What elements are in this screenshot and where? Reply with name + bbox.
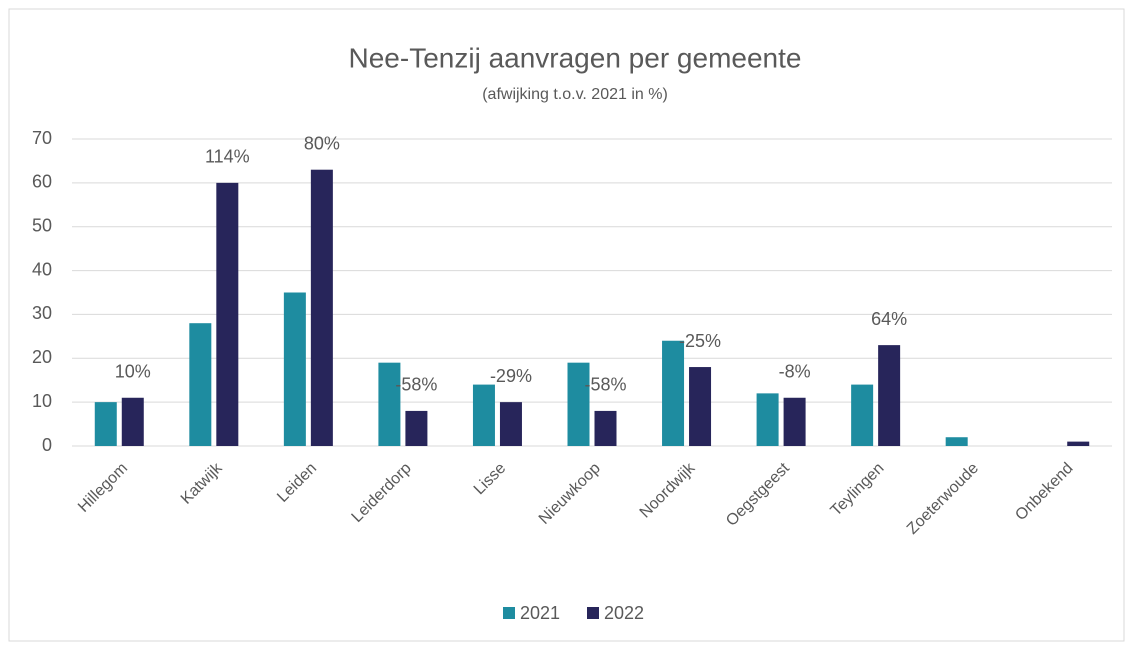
bar <box>594 410 617 446</box>
annotation: -25% <box>679 331 721 351</box>
y-tick-label: 40 <box>32 259 52 279</box>
y-tick-label: 50 <box>32 215 52 235</box>
bar <box>472 384 495 446</box>
annotation: -8% <box>779 362 811 382</box>
bar <box>121 397 144 446</box>
chart-subtitle: (afwijking t.o.v. 2021 in %) <box>482 86 668 103</box>
y-tick-label: 20 <box>32 347 52 367</box>
bar <box>756 393 779 446</box>
bar <box>310 169 333 446</box>
bar <box>689 367 712 446</box>
chart-border <box>8 8 1125 642</box>
bar <box>878 345 901 446</box>
legend-swatch <box>503 607 515 619</box>
bar <box>189 323 212 446</box>
annotation: 64% <box>871 309 907 329</box>
bar <box>216 182 239 446</box>
bar <box>851 384 874 446</box>
bar <box>1067 441 1090 446</box>
annotation: -58% <box>395 375 437 395</box>
annotation: 80% <box>304 133 340 153</box>
y-tick-label: 10 <box>32 391 52 411</box>
y-tick-label: 0 <box>42 435 52 455</box>
annotation: 10% <box>115 362 151 382</box>
legend-label: 2022 <box>604 603 644 623</box>
annotation: 114% <box>205 147 250 167</box>
bar <box>783 397 806 446</box>
y-tick-label: 30 <box>32 303 52 323</box>
bar <box>94 402 117 446</box>
bar <box>662 340 685 446</box>
chart-title: Nee-Tenzij aanvragen per gemeente <box>349 42 802 73</box>
legend-label: 2021 <box>520 603 560 623</box>
bar <box>405 410 428 446</box>
bar <box>499 402 522 446</box>
y-tick-label: 60 <box>32 172 52 192</box>
annotation: -29% <box>490 366 532 386</box>
bar <box>283 292 306 446</box>
legend-swatch <box>587 607 599 619</box>
annotation: -58% <box>584 375 626 395</box>
bar <box>567 362 590 446</box>
y-tick-label: 70 <box>32 128 52 148</box>
bar <box>945 437 968 446</box>
bar <box>378 362 401 446</box>
